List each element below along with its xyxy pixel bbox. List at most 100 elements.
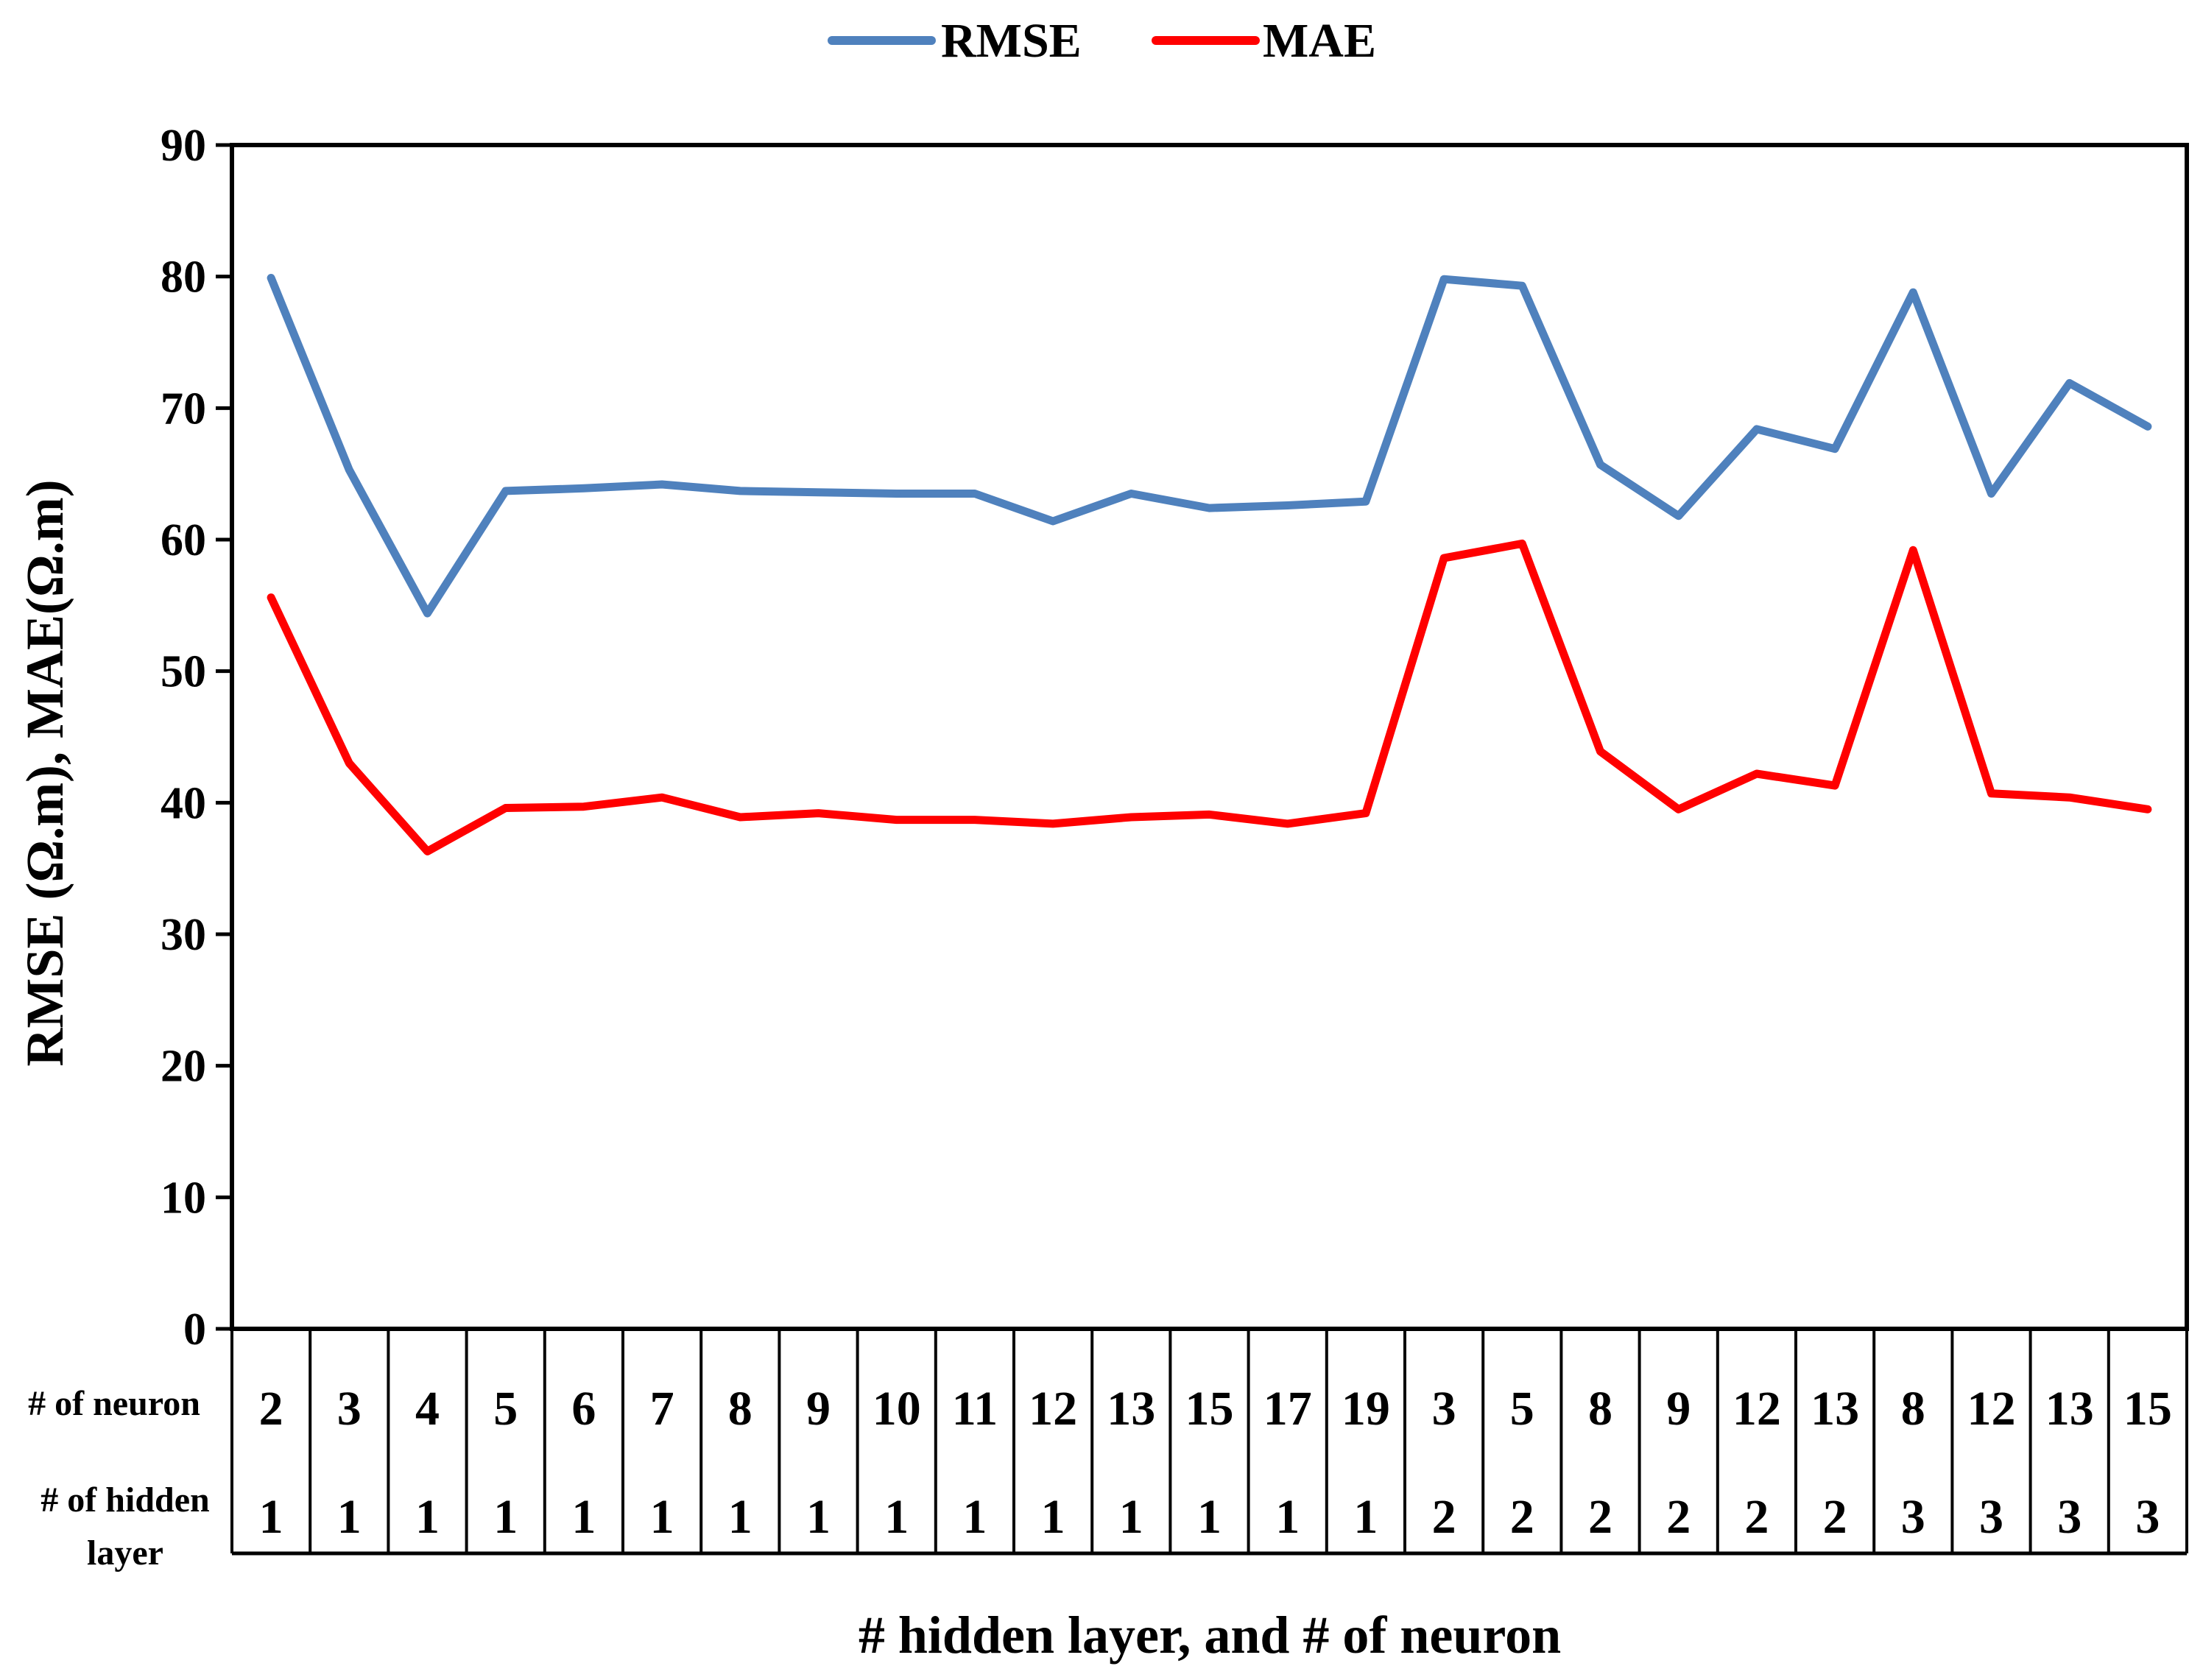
data-point-rmse [1440, 275, 1448, 283]
data-point-rmse [579, 484, 588, 493]
neuron-count-label: 9 [806, 1382, 831, 1436]
hidden-layer-count-label: 1 [337, 1490, 362, 1544]
data-point-mae [1909, 546, 1917, 554]
neuron-count-label: 13 [1811, 1382, 1859, 1436]
data-point-rmse [658, 480, 666, 488]
data-point-mae [1440, 554, 1448, 562]
data-point-mae [345, 759, 353, 767]
data-point-mae [423, 847, 431, 855]
data-point-mae [1831, 782, 1839, 790]
neuron-count-label: 7 [650, 1382, 674, 1436]
legend-label-rmse: RMSE [941, 14, 1082, 68]
series-line-mae [267, 539, 2152, 855]
data-point-rmse [970, 490, 979, 498]
neuron-count-label: 3 [1432, 1382, 1456, 1436]
data-point-mae [1205, 811, 1213, 819]
data-point-rmse [1361, 498, 1370, 506]
plot-area [230, 143, 2189, 1331]
row-label-neuron: # of neuron [28, 1384, 200, 1423]
y-axis-label: RMSE (Ω.m), MAE(Ω.m) [15, 479, 74, 1066]
series-lines [267, 274, 2152, 855]
neuron-count-label: 11 [952, 1382, 998, 1436]
neuron-count-label: 12 [1733, 1382, 1781, 1436]
hidden-layer-count-label: 1 [259, 1490, 283, 1544]
neuron-count-label: 10 [873, 1382, 921, 1436]
hidden-layer-count-label: 1 [1041, 1490, 1065, 1544]
data-point-mae [501, 804, 510, 812]
hidden-layer-count-label: 3 [1979, 1490, 2003, 1544]
hidden-layer-count-label: 2 [1432, 1490, 1456, 1544]
category-table: 2 3 4 5 6 7 8 9 10 11 12 13 15 17 19 3 5 8 9 12 13 8 12 13 151 1 1… [230, 1329, 2188, 1556]
row-label-hidden-layer-line1: # of hidden [40, 1480, 209, 1520]
hidden-layer-count-label: 1 [962, 1490, 987, 1544]
hidden-layer-count-label: 1 [415, 1490, 440, 1544]
hidden-layer-count-label: 1 [728, 1490, 752, 1544]
y-tick-label: 20 [161, 1042, 206, 1092]
data-point-mae [2065, 794, 2073, 802]
data-point-mae [267, 593, 275, 601]
neuron-count-label: 12 [1029, 1382, 1077, 1436]
data-point-mae [2143, 805, 2151, 813]
neuron-count-label: 9 [1666, 1382, 1691, 1436]
y-tick-label: 90 [161, 121, 206, 171]
neuron-count-label: 8 [728, 1382, 752, 1436]
data-point-mae [1596, 747, 1604, 755]
legend-label-mae: MAE [1263, 14, 1376, 68]
data-point-mae [1361, 809, 1370, 817]
y-tick-label: 0 [183, 1305, 206, 1355]
data-point-mae [1127, 813, 1135, 821]
data-point-rmse [1049, 517, 1057, 525]
neuron-count-label: 15 [2123, 1382, 2172, 1436]
neuron-count-label: 5 [1510, 1382, 1534, 1436]
neuron-count-label: 3 [337, 1382, 362, 1436]
y-tick-label: 40 [161, 778, 206, 828]
series-line-rmse [267, 274, 2152, 618]
y-tick-label: 30 [161, 910, 206, 960]
data-point-mae [1987, 789, 1995, 797]
data-point-mae [736, 813, 744, 821]
data-point-rmse [423, 610, 431, 618]
data-point-rmse [1205, 504, 1213, 512]
data-point-rmse [267, 274, 275, 282]
y-tick-label: 10 [161, 1173, 206, 1223]
hidden-layer-count-label: 1 [1197, 1490, 1222, 1544]
neuron-count-label: 4 [415, 1382, 440, 1436]
data-point-rmse [1283, 501, 1291, 509]
hidden-layer-count-label: 2 [1823, 1490, 1847, 1544]
y-tick-label: 60 [161, 515, 206, 565]
hidden-layer-count-label: 1 [806, 1490, 831, 1544]
data-point-rmse [892, 490, 900, 498]
data-point-rmse [501, 487, 510, 495]
neuron-count-label: 17 [1263, 1382, 1312, 1436]
y-axis: 0 10 20 30 40 50 60 70 80 90 [161, 121, 232, 1355]
legend: RMSE MAE [828, 14, 1376, 68]
data-point-rmse [1752, 425, 1760, 433]
data-point-rmse [2143, 423, 2151, 431]
neuron-count-label: 12 [1967, 1382, 2016, 1436]
hidden-layer-count-label: 1 [884, 1490, 909, 1544]
hidden-layer-count-label: 2 [1510, 1490, 1534, 1544]
neuron-count-label: 6 [571, 1382, 596, 1436]
neuron-count-label: 5 [493, 1382, 518, 1436]
data-point-mae [1674, 805, 1682, 813]
y-tick-label: 80 [161, 253, 206, 303]
data-point-rmse [1518, 282, 1526, 290]
hidden-layer-count-label: 1 [1119, 1490, 1143, 1544]
hidden-layer-count-label: 1 [1275, 1490, 1300, 1544]
y-tick-label: 70 [161, 384, 206, 434]
y-tick-label: 50 [161, 647, 206, 697]
data-point-rmse [1596, 461, 1604, 469]
data-point-rmse [814, 488, 822, 496]
neuron-count-label: 13 [1107, 1382, 1155, 1436]
data-point-mae [579, 802, 588, 811]
data-point-mae [814, 809, 822, 817]
data-point-rmse [1909, 289, 1917, 297]
hidden-layer-count-label: 1 [650, 1490, 674, 1544]
neuron-count-label: 15 [1185, 1382, 1234, 1436]
data-point-mae [1752, 770, 1760, 778]
hidden-layer-count-label: 1 [571, 1490, 596, 1544]
data-point-mae [1518, 540, 1526, 548]
neuron-count-label: 2 [259, 1382, 283, 1436]
neuron-count-label: 19 [1342, 1382, 1390, 1436]
